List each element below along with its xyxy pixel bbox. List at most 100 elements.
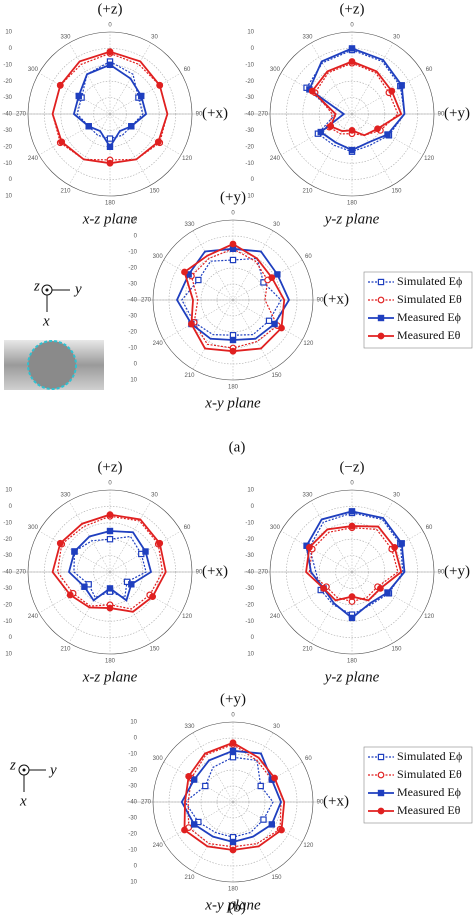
theta-tick-label: 180 xyxy=(347,659,358,665)
top-label: (+z) xyxy=(97,1,122,17)
r-tick-label: -10 xyxy=(3,161,12,167)
grid-spoke xyxy=(351,42,394,115)
theta-tick-label: 0 xyxy=(108,481,112,487)
marker xyxy=(66,591,74,599)
polar-chart: -40 -30 -30 -20 -20 -10 -10 0 0 10 10 0 30 60 90 120 150… xyxy=(2,1,228,227)
theta-tick-label: 60 xyxy=(305,254,312,260)
r-tick-label: -30 xyxy=(245,95,254,101)
legend: Simulated Eϕ Simulated Eθ Measured Eϕ Measu… xyxy=(363,271,473,349)
legend: Simulated Eϕ Simulated Eθ Measured Eϕ Measu… xyxy=(363,746,473,824)
r-tick-label: 10 xyxy=(130,378,137,384)
r-tick-label: -30 xyxy=(3,553,12,559)
marker xyxy=(229,739,237,747)
marker xyxy=(327,122,335,130)
grid-spoke xyxy=(232,230,274,301)
marker xyxy=(278,324,285,332)
marker xyxy=(56,539,64,547)
marker xyxy=(229,256,237,264)
marker xyxy=(229,347,237,355)
r-tick-label: -10 xyxy=(3,62,12,68)
grid-circle xyxy=(44,48,176,180)
caption: x-z plane xyxy=(82,669,138,685)
r-tick-label: -10 xyxy=(128,848,137,854)
r-tick-label: 10 xyxy=(5,30,12,36)
theta-tick-label: 270 xyxy=(258,570,269,576)
polar-chart: -40 -30 -30 -20 -20 -10 -10 0 0 10 10 0 30 60 90 120 150… xyxy=(127,691,349,913)
marker xyxy=(268,821,275,828)
r-tick-label: -20 xyxy=(245,79,254,85)
theta-tick-label: 330 xyxy=(184,724,195,730)
legend-label: Measured Eϕ xyxy=(397,310,461,324)
theta-tick-label: 270 xyxy=(141,298,152,304)
legend-marker xyxy=(377,332,385,340)
grid-circle xyxy=(318,80,386,148)
marker xyxy=(348,58,356,65)
theta-tick-label: 60 xyxy=(305,756,312,762)
legend-label: Measured Eθ xyxy=(397,328,461,342)
marker xyxy=(106,511,114,518)
marker xyxy=(106,604,114,612)
grid-circle xyxy=(152,219,314,381)
top-label: (−z) xyxy=(339,459,364,475)
r-tick-label: -20 xyxy=(245,602,254,608)
theta-tick-label: 120 xyxy=(182,156,193,162)
r-tick-label: -40 xyxy=(3,570,12,576)
r-tick-label: -20 xyxy=(128,330,137,336)
r-tick-label: 0 xyxy=(9,635,13,641)
legend-label: Measured Eϕ xyxy=(397,785,461,799)
theta-tick-label: 240 xyxy=(270,156,281,162)
grid-spoke xyxy=(232,801,303,843)
marker xyxy=(156,539,164,547)
r-tick-label: -30 xyxy=(128,314,137,320)
theta-tick-label: 30 xyxy=(151,35,158,41)
r-tick-label: 10 xyxy=(5,488,12,494)
grid-spoke xyxy=(310,42,353,115)
marker xyxy=(156,81,164,89)
theta-tick-label: 150 xyxy=(391,189,402,195)
theta-tick-label: 330 xyxy=(60,35,71,41)
r-tick-label: 10 xyxy=(5,194,12,200)
r-tick-label: -20 xyxy=(245,537,254,543)
legend-marker xyxy=(377,314,385,322)
top-label: (+y) xyxy=(220,189,246,205)
legend-marker xyxy=(377,771,385,779)
legend-label: Simulated Eϕ xyxy=(397,274,462,288)
marker xyxy=(274,271,281,278)
theta-tick-label: 150 xyxy=(271,373,282,379)
r-tick-label: 0 xyxy=(9,504,13,510)
right-label: (+x) xyxy=(202,563,228,579)
axis-symbol: z xyxy=(9,757,16,773)
grid-spoke xyxy=(163,299,234,341)
r-tick-label: 0 xyxy=(134,736,138,742)
marker xyxy=(305,544,313,551)
r-tick-label: 0 xyxy=(251,504,255,510)
theta-tick-label: 180 xyxy=(105,201,116,207)
r-tick-label: -30 xyxy=(3,586,12,592)
theta-tick-label: 210 xyxy=(184,875,195,881)
theta-tick-label: 150 xyxy=(149,189,160,195)
r-tick-label: -20 xyxy=(128,832,137,838)
theta-tick-label: 0 xyxy=(231,713,235,719)
r-tick-label: -20 xyxy=(3,537,12,543)
marker xyxy=(181,268,188,276)
marker xyxy=(154,138,162,146)
r-tick-label: -40 xyxy=(128,800,137,806)
marker xyxy=(384,131,391,138)
marker xyxy=(106,535,114,543)
caption: x-z plane xyxy=(82,211,138,227)
r-tick-label: -10 xyxy=(245,62,254,68)
r-tick-label: -30 xyxy=(3,95,12,101)
legend-marker xyxy=(377,807,385,815)
r-tick-label: -30 xyxy=(128,816,137,822)
r-tick-label: 0 xyxy=(134,864,138,870)
marker xyxy=(229,747,237,755)
theta-tick-label: 270 xyxy=(16,570,27,576)
legend-label: Simulated Eθ xyxy=(397,292,462,306)
marker xyxy=(398,82,405,89)
marker xyxy=(229,753,237,761)
grid-circle xyxy=(286,48,418,180)
top-label: (+z) xyxy=(97,459,122,475)
marker xyxy=(348,45,356,52)
theta-tick-label: 300 xyxy=(270,67,281,73)
marker xyxy=(257,782,264,790)
